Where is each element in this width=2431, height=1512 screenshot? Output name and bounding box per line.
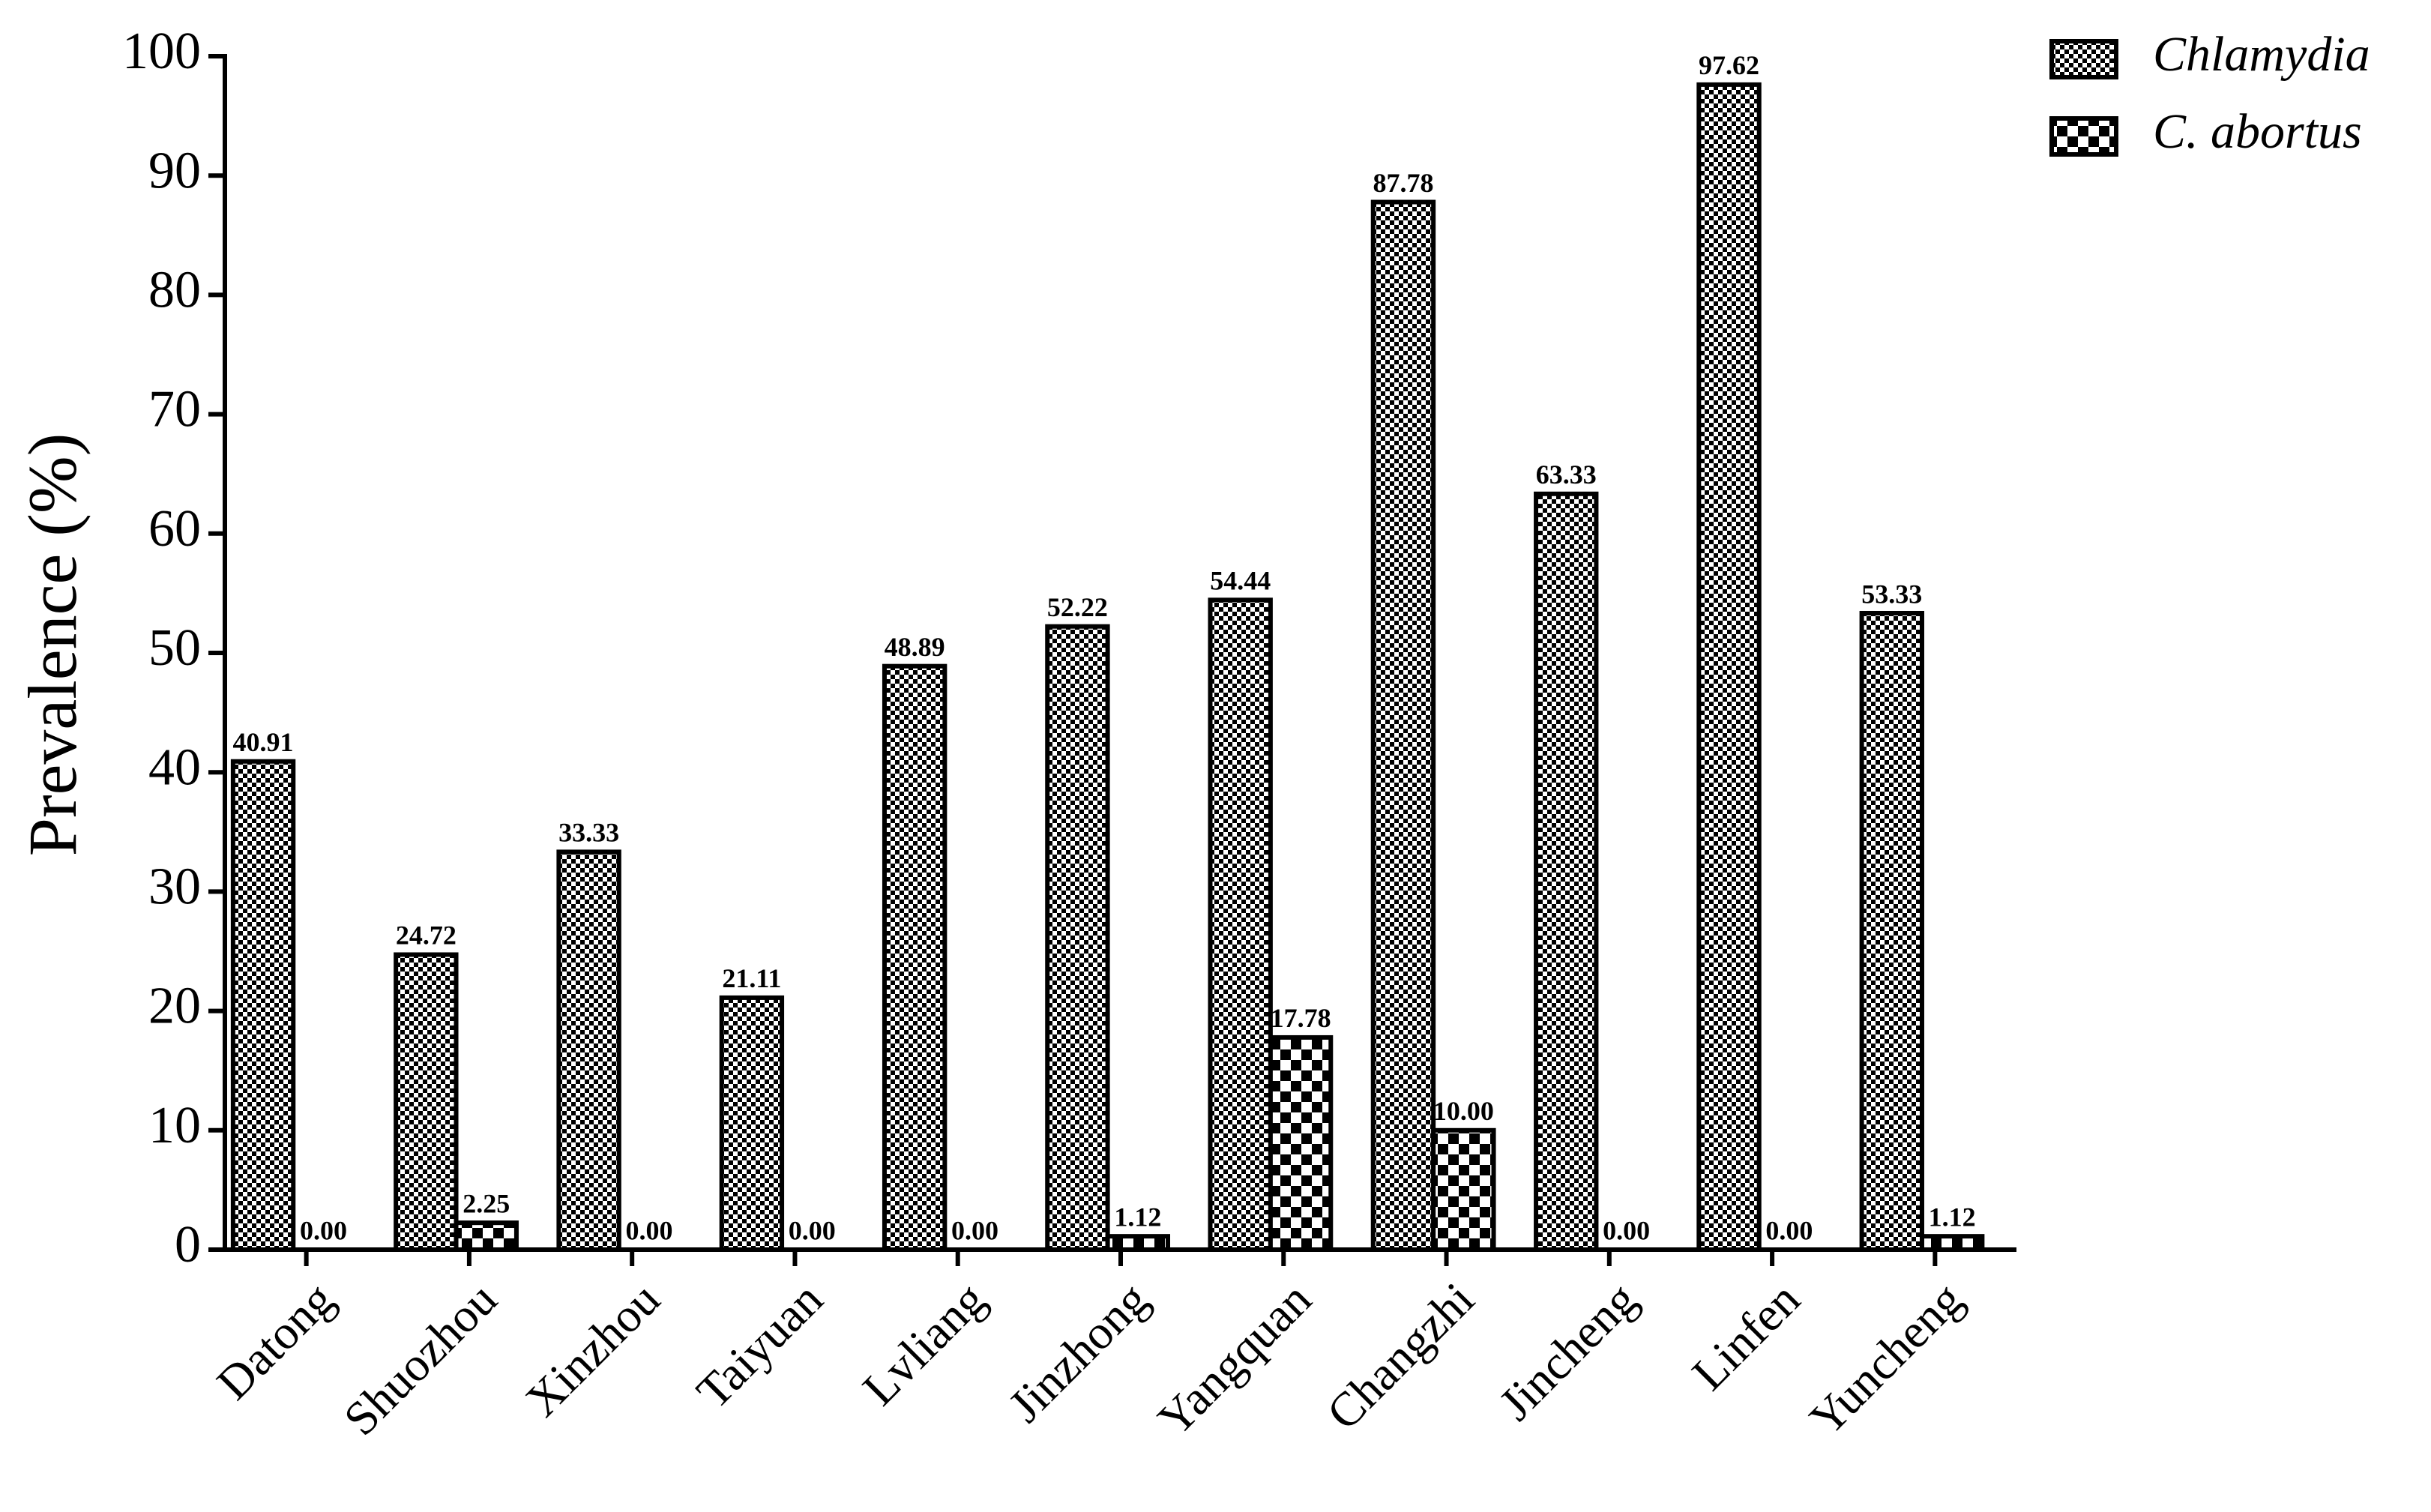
value-label: 17.78 — [1271, 1003, 1331, 1033]
x-tick-label: Xinzhou — [515, 1272, 669, 1427]
value-label: 33.33 — [558, 818, 619, 848]
bar — [719, 995, 785, 1253]
value-label: 54.44 — [1210, 566, 1271, 596]
y-tick-label: 70 — [148, 381, 201, 439]
value-label: 87.78 — [1373, 168, 1433, 198]
value-label: 0.00 — [789, 1215, 836, 1245]
y-tick-label: 20 — [148, 978, 201, 1035]
value-label: 24.72 — [396, 921, 457, 951]
value-label: 48.89 — [885, 632, 945, 662]
y-tick-label: 0 — [175, 1216, 201, 1274]
bar — [556, 849, 621, 1252]
x-tick-label: Lvliang — [852, 1272, 995, 1415]
bar — [1696, 82, 1762, 1252]
x-tick-label: Jincheng — [1489, 1272, 1647, 1430]
y-tick-label: 90 — [148, 142, 201, 199]
bar — [1268, 1034, 1334, 1252]
value-label: 21.11 — [722, 963, 781, 993]
bar — [454, 1220, 519, 1253]
legend-swatch — [2049, 116, 2118, 157]
bar — [882, 663, 948, 1252]
value-label: 10.00 — [1433, 1096, 1494, 1126]
bar — [230, 759, 296, 1252]
value-label: 1.12 — [1114, 1202, 1161, 1232]
value-label: 0.00 — [1765, 1215, 1813, 1245]
y-axis-title: Prevalence (%) — [14, 433, 91, 856]
x-tick-label: Yangquan — [1148, 1272, 1322, 1446]
value-label: 0.00 — [625, 1215, 672, 1245]
legend-label: Chlamydia — [2153, 27, 2370, 82]
y-tick-label: 100 — [122, 22, 201, 80]
value-label: 97.62 — [1699, 50, 1759, 80]
bar — [1534, 491, 1599, 1252]
bar — [394, 952, 459, 1253]
value-label: 0.00 — [300, 1215, 347, 1245]
value-label: 0.00 — [951, 1215, 998, 1245]
x-tick-label: Jinzhong — [998, 1272, 1159, 1433]
bar — [1431, 1127, 1496, 1253]
x-tick-label: Taiyuan — [686, 1272, 832, 1418]
y-tick-label: 50 — [148, 619, 201, 677]
y-tick-label: 10 — [148, 1097, 201, 1154]
legend-swatch — [2049, 39, 2118, 79]
x-tick-label: Yuncheng — [1799, 1272, 1972, 1445]
value-label: 2.25 — [463, 1188, 510, 1218]
bar — [1045, 624, 1110, 1252]
y-tick-label: 30 — [148, 858, 201, 915]
value-label: 40.91 — [233, 727, 294, 757]
x-tick-label: Linfen — [1682, 1272, 1810, 1400]
legend-label: C. abortus — [2153, 104, 2362, 159]
value-label: 63.33 — [1536, 460, 1597, 490]
y-tick-label: 40 — [148, 738, 201, 796]
bar — [1859, 610, 1924, 1252]
y-tick-label: 60 — [148, 500, 201, 558]
x-tick-label: Shuozhou — [334, 1272, 507, 1445]
x-tick-label: Changzhi — [1316, 1272, 1484, 1440]
bar — [1208, 597, 1273, 1252]
value-label: 53.33 — [1861, 579, 1922, 609]
value-label: 0.00 — [1603, 1215, 1650, 1245]
value-label: 52.22 — [1047, 592, 1108, 622]
y-tick-label: 80 — [148, 261, 201, 319]
bar — [1370, 199, 1436, 1253]
value-label: 1.12 — [1929, 1202, 1976, 1232]
x-tick-label: Datong — [206, 1272, 343, 1409]
